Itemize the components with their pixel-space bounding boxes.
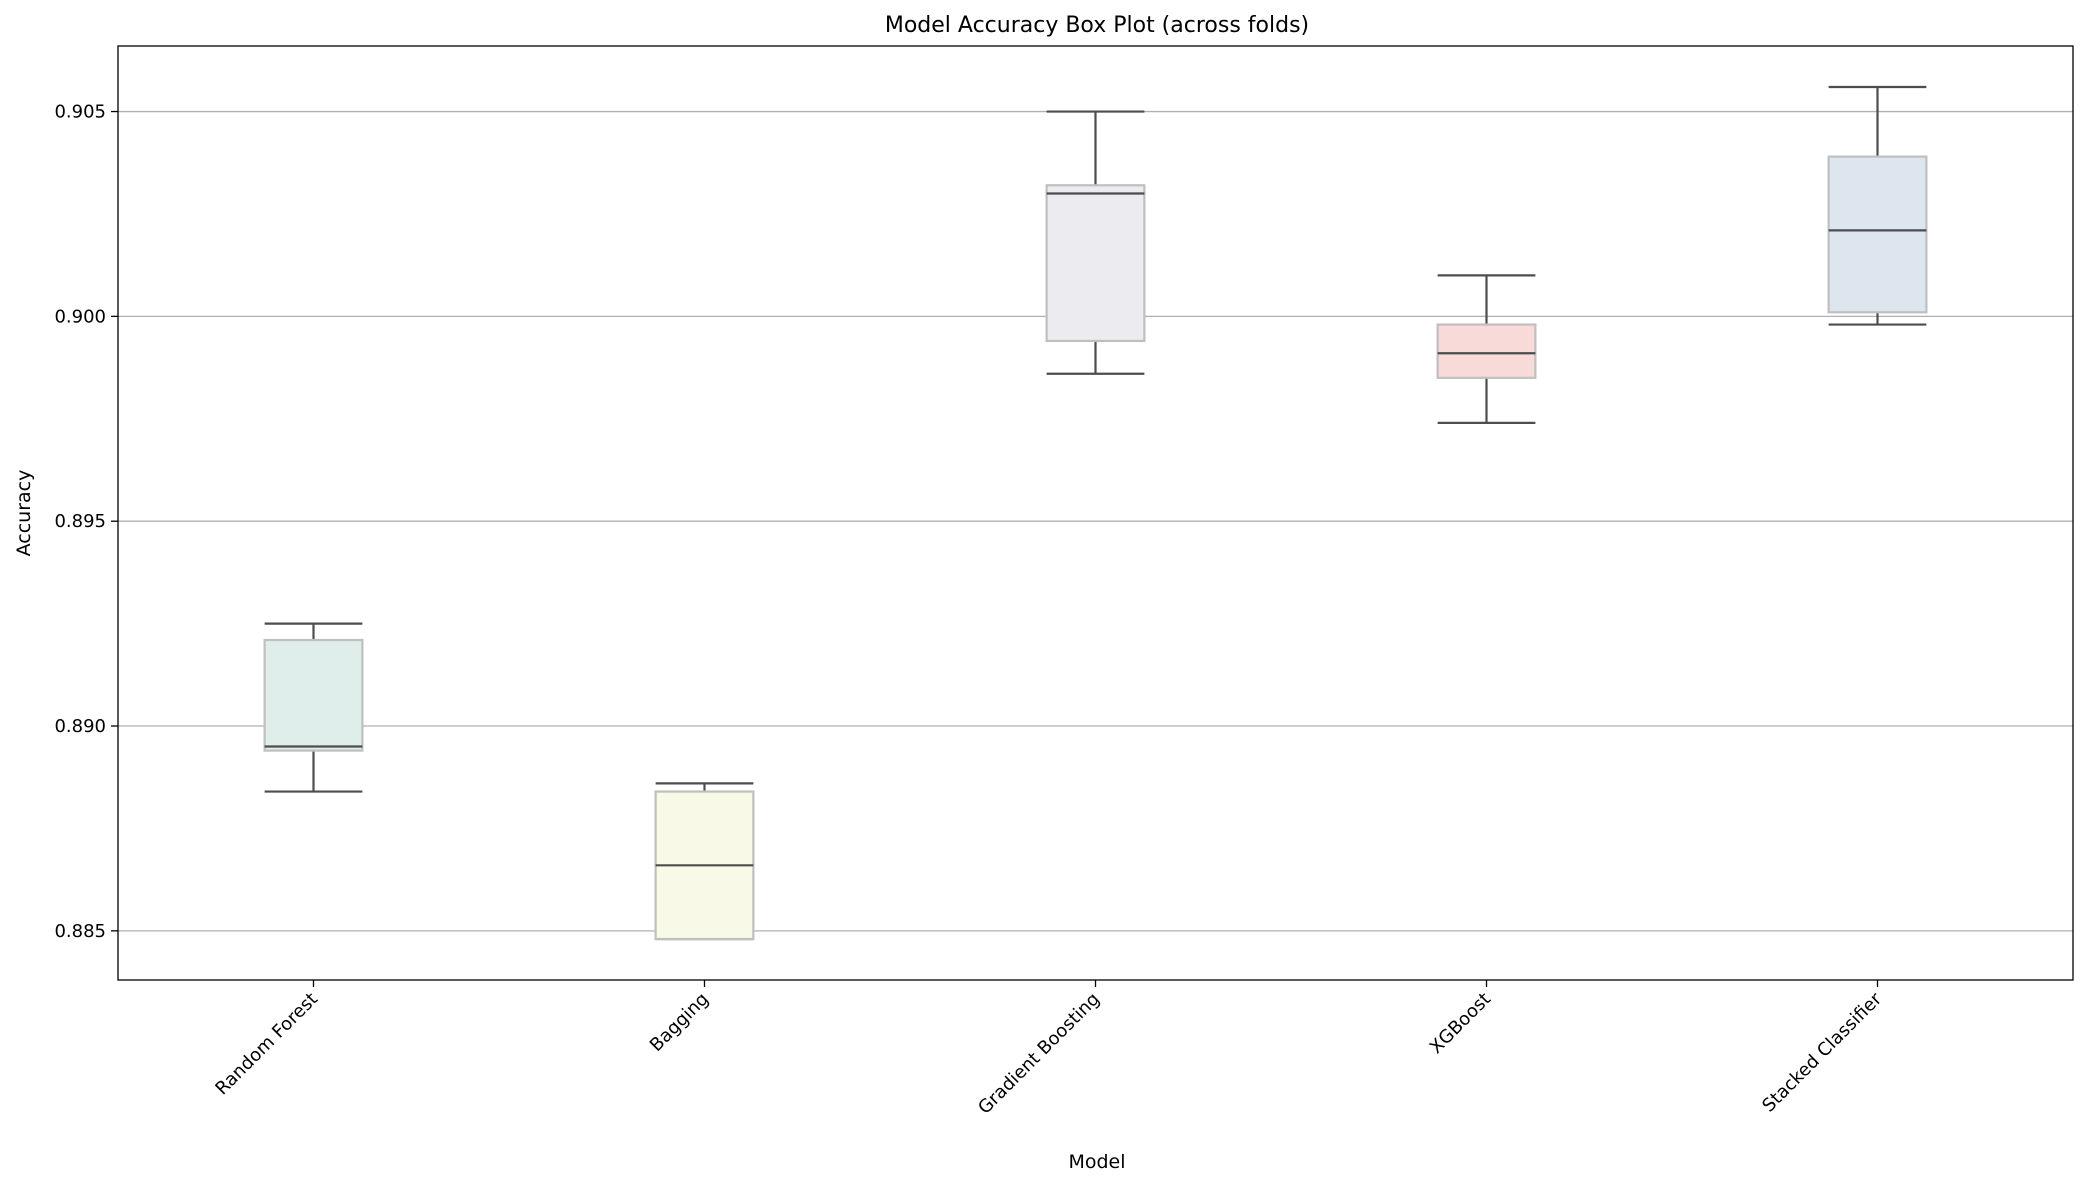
box-group	[263, 622, 364, 793]
x-tick-label: Stacked Classifier	[1758, 988, 1886, 1116]
box-iqr	[1827, 155, 1928, 314]
box-iqr	[1045, 184, 1146, 343]
x-tick-label: XGBoost	[1426, 989, 1495, 1058]
y-tick-label: 0.895	[54, 511, 106, 532]
x-tick-label: Bagging	[646, 989, 713, 1056]
boxes	[263, 85, 1928, 941]
x-tick-label: Random Forest	[211, 989, 322, 1100]
chart-title: Model Accuracy Box Plot (across folds)	[885, 13, 1309, 38]
y-axis-label: Accuracy	[13, 470, 35, 557]
y-tick-label: 0.900	[54, 306, 106, 327]
box-iqr	[263, 638, 364, 752]
box-group	[1045, 110, 1146, 375]
box-group	[1827, 85, 1928, 326]
y-tick-label: 0.905	[54, 102, 106, 123]
box-iqr	[1436, 323, 1537, 379]
y-tick-label: 0.885	[54, 921, 106, 942]
x-ticks: Random Forest Bagging Gradient Boosting XGB…	[211, 980, 1886, 1119]
box-group	[654, 782, 755, 941]
x-tick-label: Gradient Boosting	[974, 989, 1104, 1119]
box-group	[1436, 274, 1537, 424]
y-tick-label: 0.890	[54, 716, 106, 737]
x-axis-label: Model	[1068, 1151, 1125, 1173]
y-ticks: 0.885 0.890 0.895 0.900 0.905	[54, 102, 118, 942]
